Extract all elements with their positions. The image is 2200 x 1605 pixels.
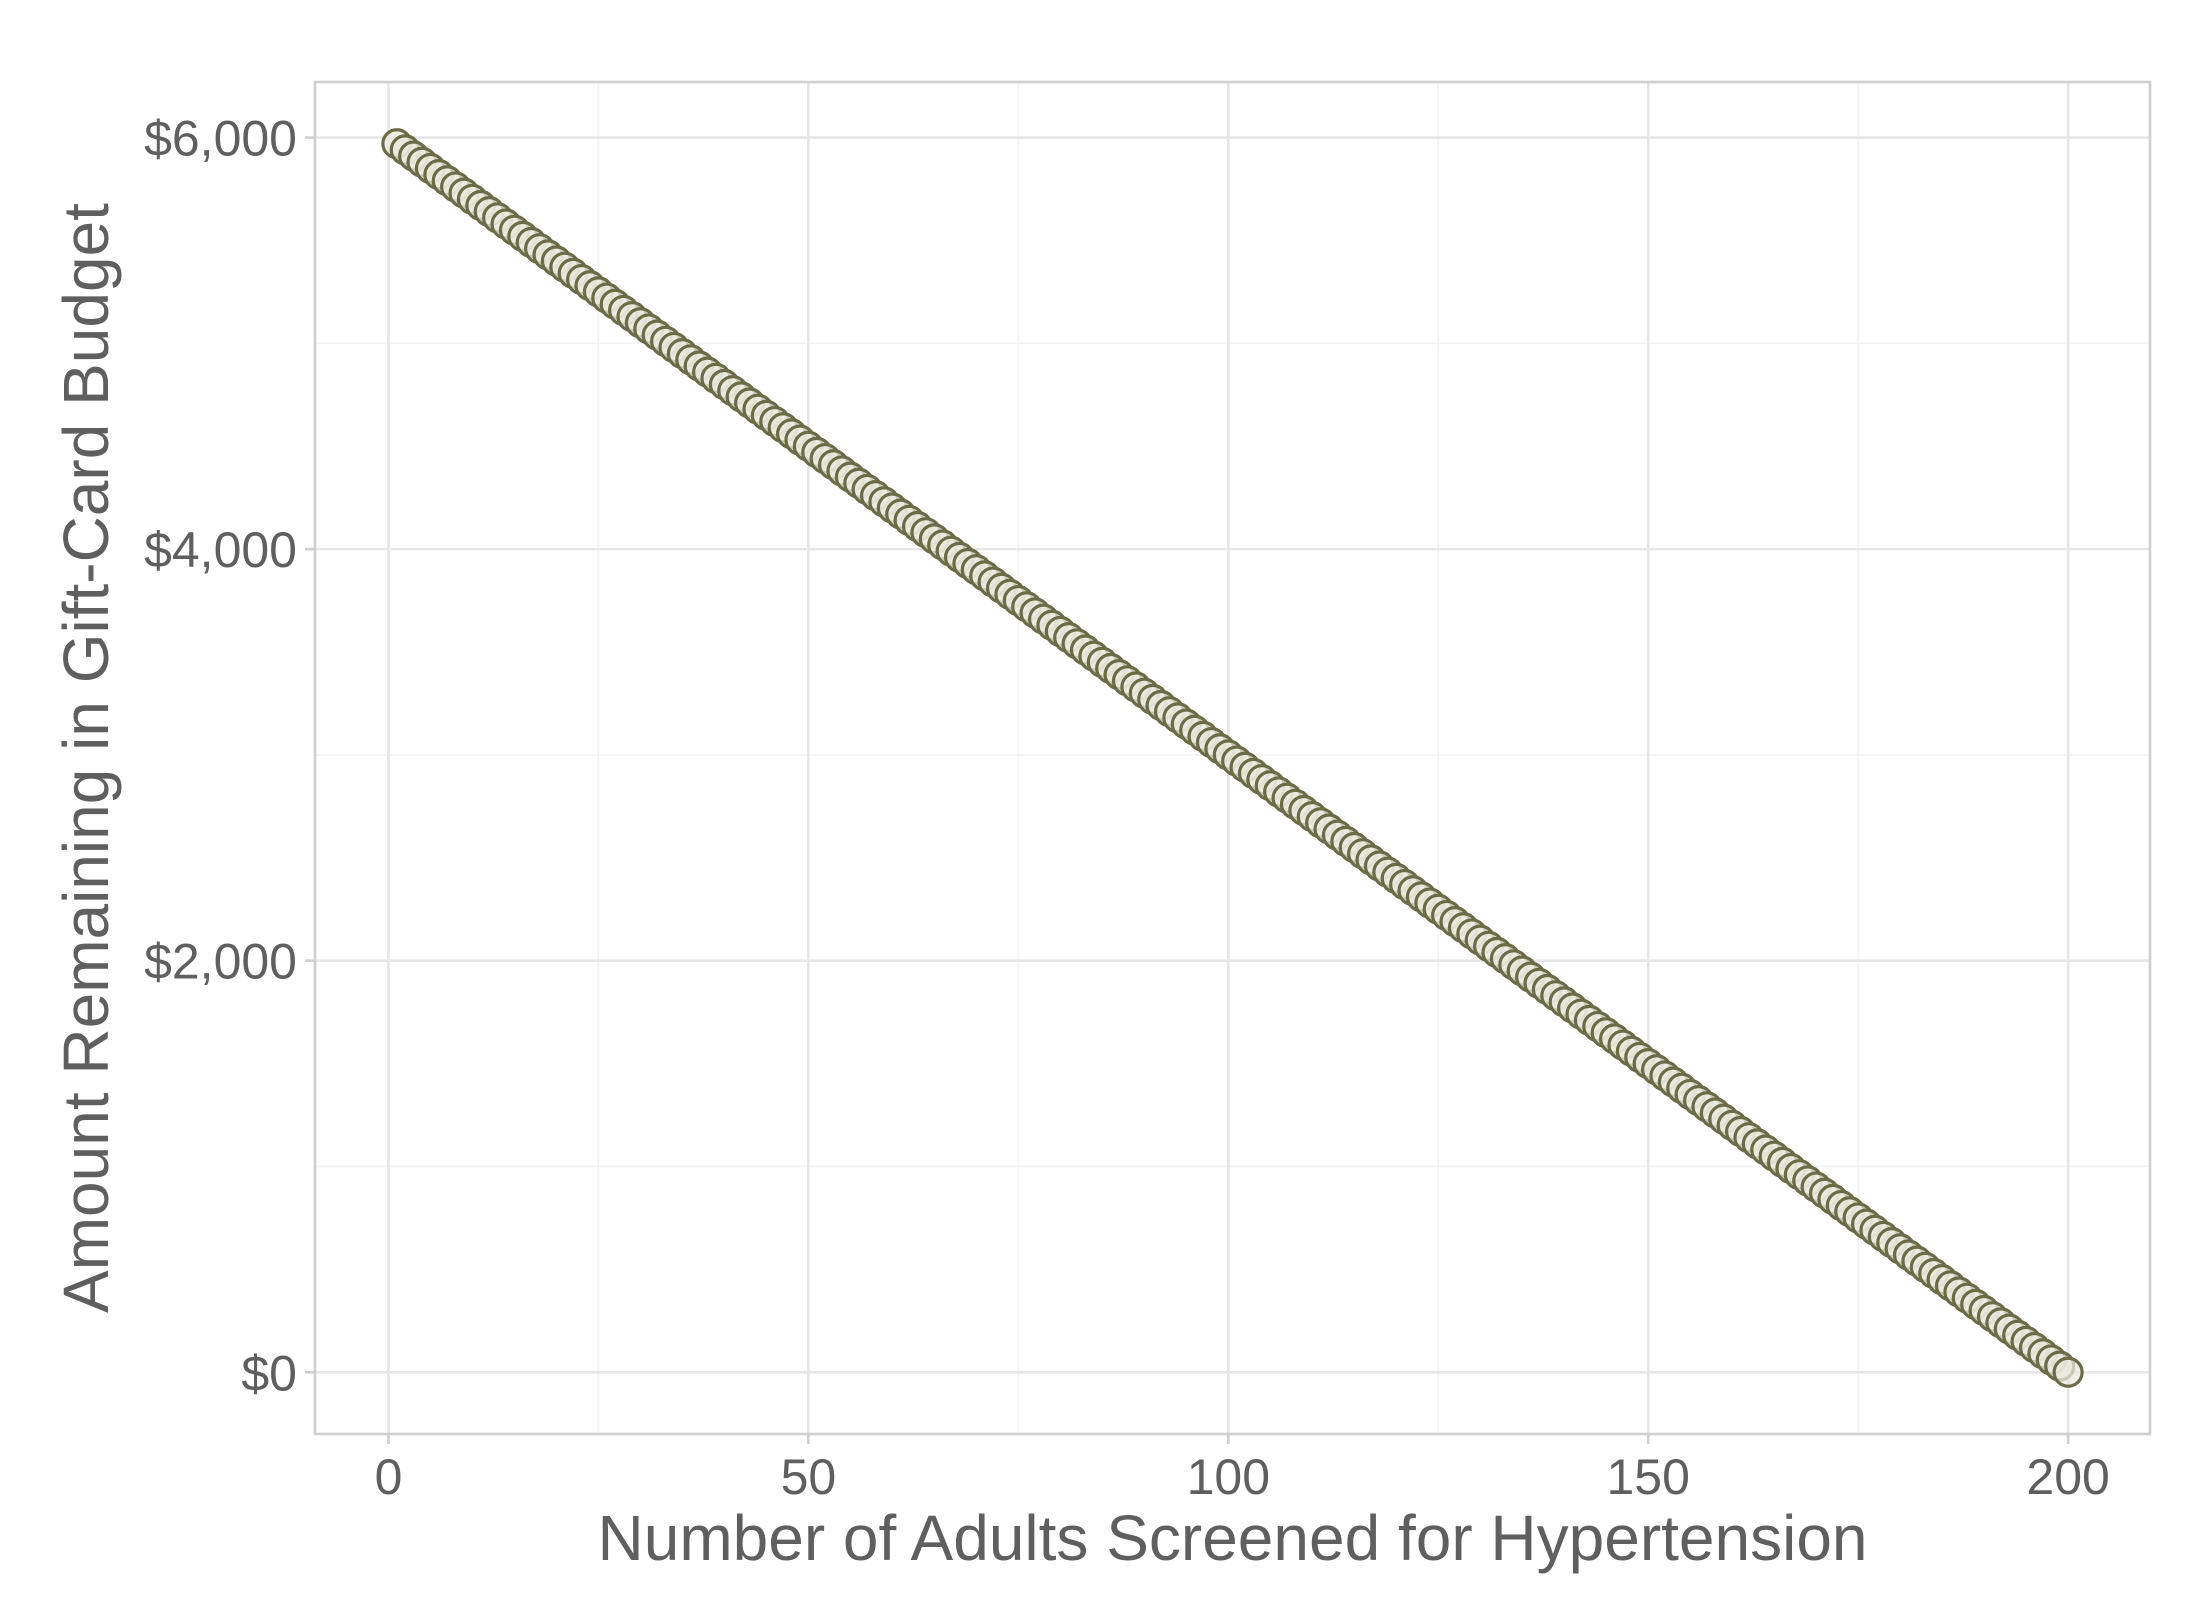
y-tick-label: $2,000 (144, 934, 297, 990)
x-tick-label: 150 (1606, 1449, 1689, 1505)
y-axis-title: Amount Remaining in Gift-Card Budget (50, 203, 122, 1313)
x-tick-label: 100 (1187, 1449, 1270, 1505)
major-gridlines (315, 82, 2150, 1434)
y-tick-label: $6,000 (144, 111, 297, 167)
y-axis: $0 $2,000 $4,000 $6,000 (144, 111, 315, 1401)
x-tick-label: 50 (781, 1449, 837, 1505)
x-tick-label: 0 (375, 1449, 403, 1505)
data-points (381, 128, 2084, 1388)
x-tick-label: 200 (2026, 1449, 2109, 1505)
panel-border (313, 80, 2152, 1436)
y-tick-label: $4,000 (144, 522, 297, 578)
x-axis-title: Number of Adults Screened for Hypertensi… (598, 1502, 1868, 1574)
y-tick-label: $0 (241, 1345, 297, 1401)
data-point (2052, 1356, 2084, 1388)
x-axis: 0 50 100 150 200 (375, 1434, 2110, 1505)
